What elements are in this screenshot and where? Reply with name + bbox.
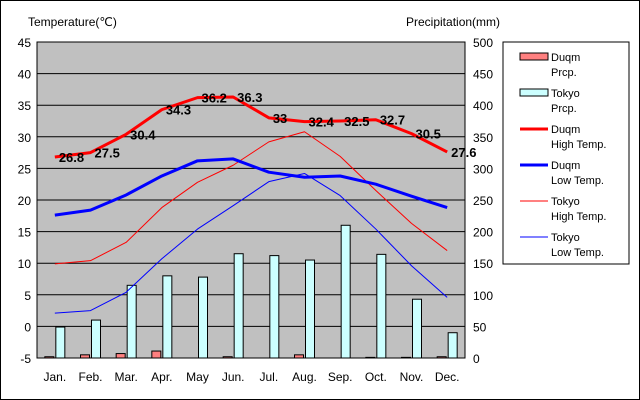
- legend-label: Prcp.: [551, 103, 577, 115]
- right-tick-label: 0: [473, 352, 480, 366]
- data-label: 34.3: [166, 103, 191, 118]
- left-tick-label: 35: [18, 99, 32, 113]
- legend-label: Low Temp.: [551, 175, 604, 187]
- right-tick-label: 200: [473, 226, 493, 240]
- left-tick-label: 45: [18, 36, 32, 50]
- precip-bar: [305, 259, 315, 359]
- left-tick-label: 20: [18, 194, 32, 208]
- legend-label: High Temp.: [551, 211, 606, 223]
- right-tick-label: 400: [473, 99, 493, 113]
- precip-bar: [162, 275, 173, 359]
- legend-label: Tokyo: [551, 196, 580, 208]
- right-tick-label: 500: [473, 36, 493, 50]
- x-tick-label: Aug.: [292, 370, 317, 384]
- precip-bar: [80, 354, 90, 359]
- precip-bar: [222, 356, 233, 359]
- left-tick-label: 15: [18, 226, 32, 240]
- precip-bar: [198, 276, 208, 359]
- x-tick-label: Mar.: [114, 370, 137, 384]
- right-tick-label: 450: [473, 68, 493, 82]
- precip-bar: [412, 298, 422, 359]
- x-tick-label: Oct.: [365, 370, 387, 384]
- x-tick-label: Jan.: [43, 370, 66, 384]
- legend-box: [502, 41, 630, 265]
- data-label: 32.7: [380, 113, 405, 128]
- legend-swatch: [519, 88, 549, 97]
- legend-label: Duqm: [551, 52, 580, 64]
- data-label: 33: [273, 111, 287, 126]
- x-tick-label: Dec.: [435, 370, 460, 384]
- x-tick-label: Jul.: [259, 370, 278, 384]
- precip-bar: [376, 253, 387, 359]
- legend-swatch: [519, 52, 549, 61]
- x-tick-label: Sep.: [328, 370, 353, 384]
- right-tick-label: 300: [473, 162, 493, 176]
- right-tick-label: 150: [473, 257, 493, 271]
- temp-line: [54, 157, 448, 217]
- left-tick-label: 30: [18, 131, 32, 145]
- precip-bar: [44, 356, 55, 359]
- legend-label: Duqm: [551, 160, 580, 172]
- precip-bar: [55, 326, 66, 359]
- right-axis-title: Precipitation(mm): [406, 15, 500, 29]
- precip-bar: [447, 332, 458, 359]
- precip-bar: [151, 350, 162, 359]
- right-tick-label: 250: [473, 194, 493, 208]
- precip-bar: [233, 253, 244, 359]
- left-tick-label: 25: [18, 162, 32, 176]
- precip-bar: [269, 255, 280, 359]
- left-tick-label: 0: [24, 320, 31, 334]
- precip-bar: [294, 354, 304, 359]
- precip-bar: [126, 284, 137, 359]
- data-label: 30.4: [130, 127, 156, 142]
- precip-bar: [340, 224, 351, 359]
- legend-label: Tokyo: [551, 232, 580, 244]
- data-label: 26.8: [59, 150, 84, 165]
- data-label: 32.5: [344, 114, 369, 129]
- legend-label: Tokyo: [551, 88, 580, 100]
- x-tick-label: Apr.: [151, 370, 172, 384]
- right-tick-label: 350: [473, 131, 493, 145]
- left-tick-label: 5: [24, 289, 31, 303]
- data-label: 32.4: [309, 115, 335, 130]
- legend-label: High Temp.: [551, 139, 606, 151]
- left-tick-label: -5: [20, 352, 31, 366]
- legend-label: Prcp.: [551, 67, 577, 79]
- temp-line: [54, 131, 448, 265]
- temp-line: [54, 95, 448, 159]
- temp-line: [54, 172, 448, 314]
- left-tick-label: 10: [18, 257, 32, 271]
- right-tick-label: 100: [473, 289, 493, 303]
- data-label: 30.5: [416, 127, 441, 142]
- precip-bar: [115, 353, 126, 359]
- precip-bar: [401, 356, 411, 359]
- left-tick-label: 40: [18, 68, 32, 82]
- legend-label: Duqm: [551, 124, 580, 136]
- precip-bar: [91, 319, 101, 359]
- x-tick-label: May: [186, 370, 209, 384]
- x-tick-label: Feb.: [78, 370, 102, 384]
- data-label: 36.2: [202, 91, 227, 106]
- x-tick-label: Nov.: [400, 370, 424, 384]
- data-label: 27.5: [95, 146, 120, 161]
- legend-label: Low Temp.: [551, 247, 604, 259]
- precip-bar: [365, 356, 376, 359]
- precip-bar: [436, 356, 447, 359]
- data-label: 36.3: [237, 90, 262, 105]
- left-axis-title: Temperature(℃): [28, 15, 117, 29]
- data-label: 27.6: [451, 145, 476, 160]
- x-tick-label: Jun.: [222, 370, 245, 384]
- right-tick-label: 50: [473, 320, 487, 334]
